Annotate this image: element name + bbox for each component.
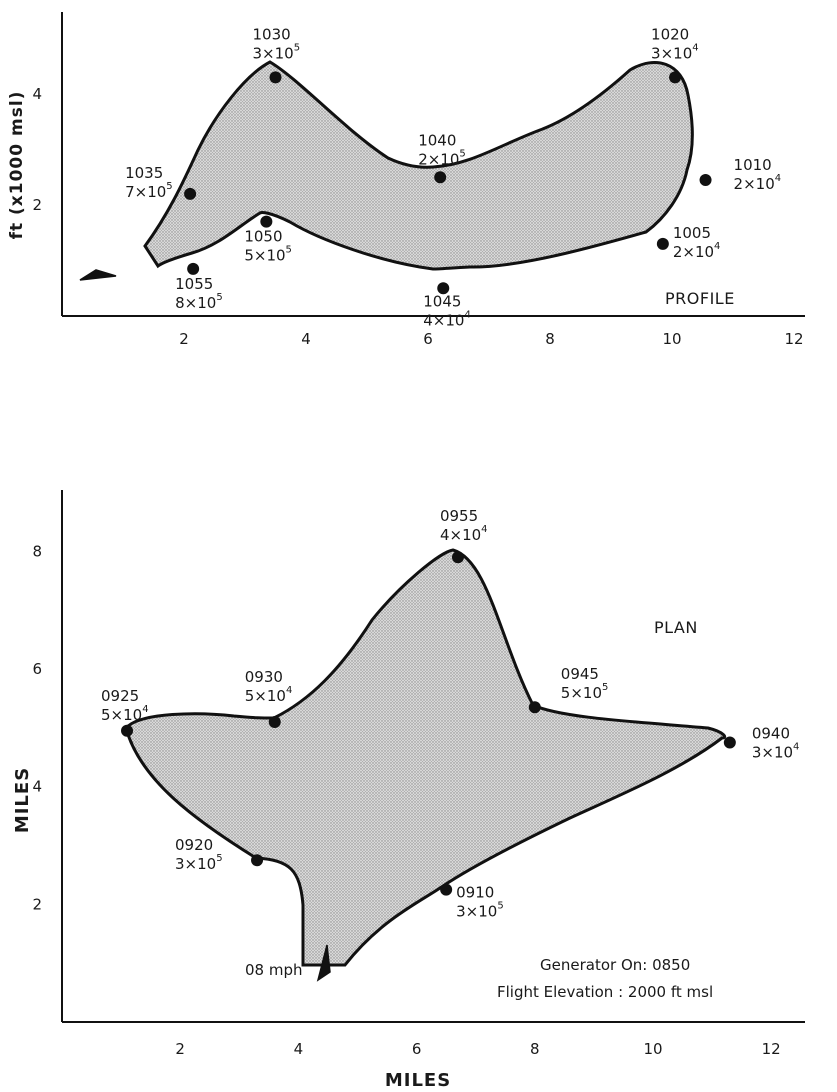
point-concentration-label: 7×105 bbox=[125, 181, 173, 201]
point-time-label: 0910 bbox=[456, 884, 494, 902]
point-concentration-label: 5×105 bbox=[244, 245, 292, 265]
profile-plume-outline bbox=[143, 60, 694, 271]
profile-points: 10052×10410102×10410203×10410303×1051035… bbox=[125, 25, 781, 329]
point-concentration-label: 3×105 bbox=[456, 901, 504, 921]
sample-point-marker bbox=[437, 282, 450, 295]
point-concentration-label: 2×105 bbox=[418, 148, 466, 168]
point-time-label: 0925 bbox=[101, 687, 139, 705]
wind-arrow-plan-icon bbox=[316, 944, 331, 982]
point-concentration-label: 2×104 bbox=[734, 173, 782, 193]
x-tick-label: 12 bbox=[762, 1040, 781, 1058]
sample-point-marker bbox=[251, 854, 264, 867]
sample-point-marker bbox=[269, 71, 282, 84]
point-time-label: 1035 bbox=[125, 164, 163, 182]
plan-x-axis-title: MILES bbox=[385, 1070, 451, 1091]
y-tick-label: 4 bbox=[32, 778, 42, 796]
point-concentration-label: 3×105 bbox=[175, 853, 223, 873]
plan-y-axis-title: MILES bbox=[12, 767, 33, 833]
y-tick-label: 6 bbox=[32, 660, 42, 678]
flight-elevation-note: Flight Elevation : 2000 ft msl bbox=[497, 983, 713, 1001]
point-concentration-label: 8×105 bbox=[175, 292, 223, 312]
point-concentration-label: 2×104 bbox=[673, 241, 721, 261]
point-concentration-label: 3×104 bbox=[752, 742, 800, 762]
wind-arrow-profile-icon bbox=[79, 269, 117, 281]
x-tick-label: 6 bbox=[423, 330, 433, 348]
point-time-label: 0920 bbox=[175, 836, 213, 854]
point-concentration-label: 5×104 bbox=[101, 704, 149, 724]
point-time-label: 0930 bbox=[245, 668, 283, 686]
x-tick-label: 8 bbox=[530, 1040, 540, 1058]
plan-plume-outline bbox=[124, 548, 727, 967]
point-time-label: 1030 bbox=[253, 25, 291, 43]
wind-speed-label: 08 mph bbox=[245, 961, 303, 979]
point-time-label: 0940 bbox=[752, 725, 790, 743]
plan-title: PLAN bbox=[654, 618, 698, 637]
x-tick-label: 2 bbox=[175, 1040, 185, 1058]
sample-point-marker bbox=[260, 215, 273, 228]
sample-point-marker bbox=[451, 551, 464, 564]
sample-point-marker bbox=[440, 883, 453, 896]
y-tick-label: 4 bbox=[32, 85, 42, 103]
sample-point-marker bbox=[187, 262, 200, 275]
x-tick-label: 2 bbox=[179, 330, 189, 348]
sample-point-marker bbox=[669, 71, 682, 84]
y-tick-label: 8 bbox=[32, 542, 42, 560]
point-time-label: 1005 bbox=[673, 224, 711, 242]
point-concentration-label: 3×105 bbox=[253, 42, 301, 62]
generator-on-note: Generator On: 0850 bbox=[540, 956, 690, 974]
plan-ticks: 2 4 6 8 10 12 2 4 6 8 bbox=[32, 542, 780, 1058]
profile-title: PROFILE bbox=[665, 289, 735, 308]
point-time-label: 1050 bbox=[244, 228, 282, 246]
sample-point-marker bbox=[184, 187, 197, 200]
point-concentration-label: 3×104 bbox=[651, 42, 699, 62]
sample-point-marker bbox=[434, 171, 447, 184]
profile-y-axis-title: ft (x1000 msl) bbox=[7, 91, 27, 240]
point-time-label: 0945 bbox=[561, 665, 599, 683]
x-tick-label: 8 bbox=[545, 330, 555, 348]
y-tick-label: 2 bbox=[32, 196, 42, 214]
point-concentration-label: 5×104 bbox=[245, 685, 293, 705]
point-concentration-label: 4×104 bbox=[440, 524, 488, 544]
point-time-label: 1010 bbox=[734, 156, 772, 174]
x-tick-label: 4 bbox=[294, 1040, 304, 1058]
point-time-label: 1055 bbox=[175, 275, 213, 293]
sample-point-marker bbox=[723, 736, 736, 749]
sample-point-marker bbox=[656, 237, 669, 250]
point-time-label: 1040 bbox=[418, 131, 456, 149]
point-time-label: 1045 bbox=[423, 292, 461, 310]
point-time-label: 0955 bbox=[440, 507, 478, 525]
x-tick-label: 6 bbox=[412, 1040, 422, 1058]
x-tick-label: 10 bbox=[662, 330, 681, 348]
y-tick-label: 2 bbox=[32, 895, 42, 913]
sample-point-marker bbox=[699, 174, 712, 187]
point-time-label: 1020 bbox=[651, 25, 689, 43]
profile-ticks: 2 4 6 8 10 12 2 4 bbox=[32, 85, 803, 348]
x-tick-label: 10 bbox=[643, 1040, 662, 1058]
plan-points: 09103×10509203×10509255×10409305×1040940… bbox=[101, 507, 799, 920]
x-tick-label: 12 bbox=[784, 330, 803, 348]
sample-point-marker bbox=[528, 701, 541, 714]
sample-point-marker bbox=[121, 724, 134, 737]
sample-point-marker bbox=[268, 715, 281, 728]
point-concentration-label: 4×104 bbox=[423, 309, 471, 329]
point-concentration-label: 5×105 bbox=[561, 682, 609, 702]
x-tick-label: 4 bbox=[301, 330, 311, 348]
